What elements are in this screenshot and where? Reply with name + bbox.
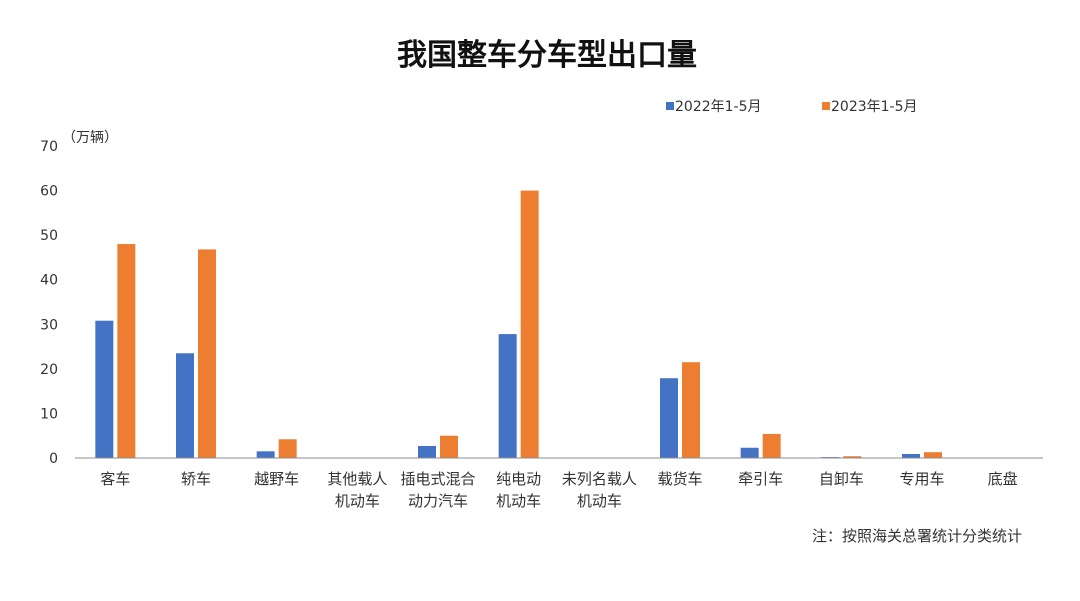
bar-series-2 xyxy=(198,249,216,458)
y-axis-ticks: 0 10 20 30 40 50 60 70 xyxy=(40,139,58,467)
legend-label: 2023年1-5月 xyxy=(831,99,918,115)
y-tick-label: 0 xyxy=(49,451,58,467)
bars xyxy=(95,190,1023,459)
x-category-label: 载货车 xyxy=(657,470,702,488)
x-category-label: 插电式混合动力汽车 xyxy=(400,470,475,510)
chart-title: 我国整车分车型出口量 xyxy=(397,38,697,73)
y-tick-label: 30 xyxy=(40,317,58,333)
legend-label: 2022年1-5月 xyxy=(675,99,762,115)
bar-series-1 xyxy=(176,353,194,458)
legend-swatch xyxy=(666,102,674,110)
y-axis-unit-label: （万辆） xyxy=(62,130,118,146)
y-tick-label: 60 xyxy=(40,184,58,200)
x-category-label: 牵引车 xyxy=(738,470,783,488)
y-tick-label: 40 xyxy=(40,273,58,289)
legend: 2022年1-5月 2023年1-5月 xyxy=(666,99,918,115)
bar-series-1 xyxy=(660,378,678,458)
bar-series-1 xyxy=(418,445,436,458)
footnote: 注：按照海关总署统计分类统计 xyxy=(812,527,1022,545)
y-tick-label: 20 xyxy=(40,362,58,378)
x-category-label: 底盘 xyxy=(988,470,1018,488)
legend-swatch xyxy=(822,102,830,110)
bar-series-2 xyxy=(762,433,781,458)
bar-series-1 xyxy=(740,447,759,458)
bar-series-2 xyxy=(440,435,458,458)
x-category-label: 轿车 xyxy=(181,470,211,488)
bar-series-2 xyxy=(278,439,297,458)
bar-series-1 xyxy=(902,453,920,458)
bar-series-2 xyxy=(520,190,539,459)
x-category-label: 越野车 xyxy=(254,470,299,488)
bar-series-2 xyxy=(117,244,136,458)
x-category-label: 客车 xyxy=(100,470,130,488)
x-category-label: 自卸车 xyxy=(819,470,864,488)
y-tick-label: 10 xyxy=(40,406,58,422)
bar-series-2 xyxy=(682,362,700,458)
x-category-label: 未列名载人机动车 xyxy=(562,470,637,510)
bar-series-1 xyxy=(95,320,114,458)
x-category-label: 纯电动机动车 xyxy=(496,470,541,510)
y-tick-label: 70 xyxy=(40,139,58,155)
bar-series-1 xyxy=(498,334,517,458)
bar-series-1 xyxy=(256,451,275,458)
bar-series-2 xyxy=(843,456,862,458)
bar-series-2 xyxy=(924,452,942,458)
y-tick-label: 50 xyxy=(40,228,58,244)
x-category-label: 其他载人机动车 xyxy=(327,470,387,510)
x-category-label: 专用车 xyxy=(899,470,944,488)
